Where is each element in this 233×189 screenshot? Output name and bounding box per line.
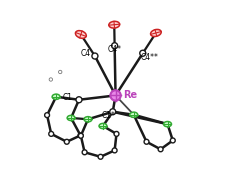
- Ellipse shape: [67, 115, 75, 121]
- Text: C4**: C4**: [141, 53, 159, 62]
- Circle shape: [78, 133, 83, 138]
- Text: C4*: C4*: [107, 45, 121, 54]
- Circle shape: [144, 139, 149, 144]
- Circle shape: [92, 53, 98, 59]
- Circle shape: [49, 78, 52, 81]
- Text: C4: C4: [81, 49, 91, 58]
- Text: Re: Re: [123, 90, 137, 100]
- Ellipse shape: [164, 122, 171, 127]
- Circle shape: [64, 139, 69, 144]
- Ellipse shape: [75, 31, 86, 38]
- Ellipse shape: [99, 123, 107, 129]
- Circle shape: [170, 138, 175, 143]
- Ellipse shape: [110, 90, 121, 101]
- Circle shape: [82, 150, 87, 155]
- Ellipse shape: [151, 29, 161, 36]
- Circle shape: [112, 43, 118, 49]
- Circle shape: [114, 132, 119, 136]
- Text: C1*: C1*: [102, 111, 116, 120]
- Ellipse shape: [130, 112, 138, 117]
- Ellipse shape: [84, 117, 92, 122]
- Circle shape: [110, 109, 116, 115]
- Circle shape: [112, 148, 117, 153]
- Circle shape: [76, 97, 82, 103]
- Text: C1: C1: [63, 93, 73, 102]
- Circle shape: [98, 154, 103, 159]
- Circle shape: [140, 50, 146, 56]
- Circle shape: [45, 113, 50, 118]
- Circle shape: [79, 133, 83, 138]
- Circle shape: [58, 70, 62, 74]
- Circle shape: [158, 147, 163, 152]
- Circle shape: [49, 132, 54, 136]
- Ellipse shape: [52, 94, 60, 99]
- Ellipse shape: [109, 21, 120, 28]
